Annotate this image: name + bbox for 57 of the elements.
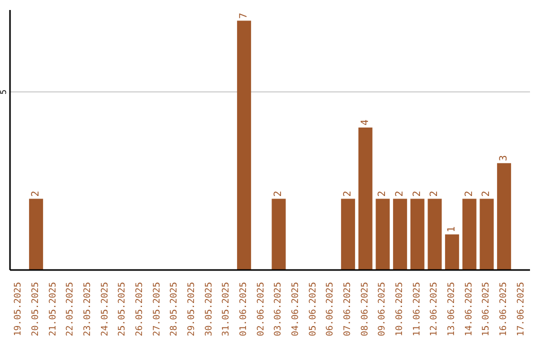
x-tick-label: 30.05.2025	[204, 282, 214, 336]
x-tick-label: 11.06.2025	[412, 282, 422, 336]
bar	[393, 198, 408, 270]
bar	[358, 128, 372, 270]
x-tick-label: 16.06.2025	[499, 282, 509, 336]
x-tick-label: 13.06.2025	[447, 282, 457, 336]
x-tick-label: 09.06.2025	[378, 282, 388, 336]
bar	[480, 198, 494, 270]
x-tick-label: 22.05.2025	[66, 282, 76, 336]
x-tick-label: 24.05.2025	[100, 282, 110, 336]
x-tick-label: 19.05.2025	[14, 282, 24, 336]
x-tick-label: 02.06.2025	[256, 282, 266, 336]
data-label: 4	[360, 120, 371, 126]
bar	[341, 198, 356, 270]
data-label: 2	[394, 190, 406, 197]
x-tick-label: 12.06.2025	[430, 282, 440, 336]
data-label: 2	[412, 190, 423, 197]
data-label: 3	[498, 155, 510, 162]
x-tick-label: 27.05.2025	[152, 282, 162, 336]
bar	[29, 198, 44, 270]
x-tick-label: 05.06.2025	[308, 282, 318, 336]
data-label: 2	[377, 190, 388, 197]
bar	[428, 198, 442, 270]
x-tick-label: 29.05.2025	[187, 282, 197, 336]
bar	[410, 198, 424, 270]
x-tick-label: 15.06.2025	[482, 282, 492, 336]
x-tick-label: 31.05.2025	[222, 282, 232, 336]
x-tick-label: 20.05.2025	[31, 282, 41, 336]
x-tick-label: 21.05.2025	[48, 282, 58, 336]
x-tick-label: 25.05.2025	[118, 282, 128, 336]
x-tick-label: 06.06.2025	[326, 282, 336, 336]
x-tick-label: 23.05.2025	[83, 282, 93, 336]
bar	[237, 20, 252, 270]
data-label: 2	[30, 190, 42, 197]
bar	[462, 198, 476, 270]
x-tick-label: 26.05.2025	[135, 282, 145, 336]
data-label: 7	[238, 12, 250, 19]
x-tick-label: 10.06.2025	[395, 282, 405, 336]
x-tick-label: 28.05.2025	[170, 282, 180, 336]
bar	[497, 163, 512, 270]
data-label: 1	[446, 226, 458, 232]
x-tick-label: 04.06.2025	[291, 282, 301, 336]
data-label: 2	[481, 190, 492, 197]
x-tick-label: 03.06.2025	[274, 282, 284, 336]
x-tick-label: 07.06.2025	[343, 282, 353, 336]
x-tick-label: 17.06.2025	[516, 282, 526, 336]
data-label: 2	[273, 190, 284, 197]
x-tick-label: 08.06.2025	[360, 282, 370, 336]
x-tick-label: 14.06.2025	[464, 282, 474, 336]
data-label: 2	[464, 190, 475, 197]
bar	[272, 198, 286, 270]
data-label: 2	[429, 190, 440, 197]
x-tick-label: 01.06.2025	[239, 282, 249, 336]
y-tick-label: 5	[0, 89, 8, 94]
bar	[376, 198, 390, 270]
data-label: 2	[342, 190, 354, 197]
bar	[445, 234, 460, 270]
